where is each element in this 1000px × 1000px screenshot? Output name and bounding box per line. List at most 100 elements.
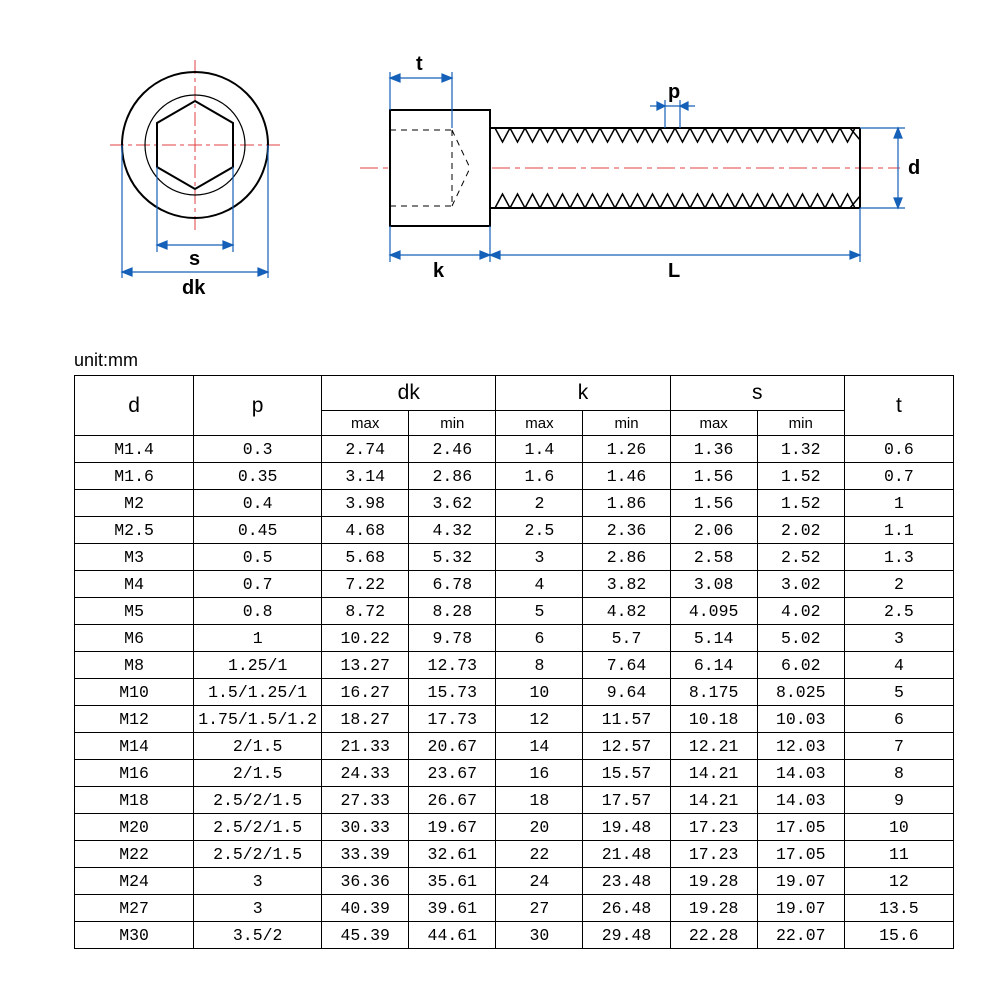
cell-p: 3 — [194, 868, 322, 895]
cell-t: 1.3 — [844, 544, 953, 571]
table-row: M50.88.728.2854.824.0954.022.5 — [75, 598, 954, 625]
cell-dk_min: 20.67 — [409, 733, 496, 760]
cell-s_max: 8.175 — [670, 679, 757, 706]
cell-p: 2/1.5 — [194, 733, 322, 760]
cell-s_max: 12.21 — [670, 733, 757, 760]
cell-dk_max: 24.33 — [322, 760, 409, 787]
cell-d: M22 — [75, 841, 194, 868]
table-row: M27340.3939.612726.4819.2819.0713.5 — [75, 895, 954, 922]
cell-k_max: 30 — [496, 922, 583, 949]
cell-s_min: 1.32 — [757, 436, 844, 463]
table-row: M222.5/2/1.533.3932.612221.4817.2317.051… — [75, 841, 954, 868]
table-row: M121.75/1.5/1.218.2717.731211.5710.1810.… — [75, 706, 954, 733]
table-row: M1.60.353.142.861.61.461.561.520.7 — [75, 463, 954, 490]
cell-s_min: 1.52 — [757, 490, 844, 517]
cell-dk_max: 2.74 — [322, 436, 409, 463]
cell-k_max: 12 — [496, 706, 583, 733]
cell-dk_max: 30.33 — [322, 814, 409, 841]
table-row: M81.25/113.2712.7387.646.146.024 — [75, 652, 954, 679]
cell-s_min: 2.02 — [757, 517, 844, 544]
table-row: M2.50.454.684.322.52.362.062.021.1 — [75, 517, 954, 544]
cell-dk_max: 10.22 — [322, 625, 409, 652]
cell-dk_min: 44.61 — [409, 922, 496, 949]
cell-t: 8 — [844, 760, 953, 787]
cell-k_min: 1.86 — [583, 490, 670, 517]
cell-d: M1.4 — [75, 436, 194, 463]
cell-k_min: 3.82 — [583, 571, 670, 598]
svg-text:d: d — [908, 157, 920, 179]
cell-k_min: 17.57 — [583, 787, 670, 814]
cell-k_min: 7.64 — [583, 652, 670, 679]
table-row: M142/1.521.3320.671412.5712.2112.037 — [75, 733, 954, 760]
cell-t: 12 — [844, 868, 953, 895]
cell-p: 0.4 — [194, 490, 322, 517]
cell-k_min: 11.57 — [583, 706, 670, 733]
cell-d: M14 — [75, 733, 194, 760]
cell-p: 0.3 — [194, 436, 322, 463]
cell-k_max: 6 — [496, 625, 583, 652]
cell-s_max: 14.21 — [670, 760, 757, 787]
cell-s_max: 17.23 — [670, 841, 757, 868]
cell-dk_min: 9.78 — [409, 625, 496, 652]
cell-p: 2/1.5 — [194, 760, 322, 787]
th-s-min: min — [757, 411, 844, 436]
cell-t: 5 — [844, 679, 953, 706]
cell-s_max: 2.06 — [670, 517, 757, 544]
th-t: t — [844, 376, 953, 436]
cell-dk_max: 7.22 — [322, 571, 409, 598]
cell-s_max: 4.095 — [670, 598, 757, 625]
th-k: k — [496, 376, 670, 411]
cell-dk_min: 26.67 — [409, 787, 496, 814]
cell-k_min: 23.48 — [583, 868, 670, 895]
th-s: s — [670, 376, 844, 411]
cell-d: M27 — [75, 895, 194, 922]
table-row: M30.55.685.3232.862.582.521.3 — [75, 544, 954, 571]
cell-dk_min: 5.32 — [409, 544, 496, 571]
th-dk: dk — [322, 376, 496, 411]
cell-d: M8 — [75, 652, 194, 679]
cell-s_min: 17.05 — [757, 814, 844, 841]
spec-table: d p dk k s t max min max min max min M1.… — [74, 375, 954, 949]
cell-dk_min: 15.73 — [409, 679, 496, 706]
cell-k_min: 21.48 — [583, 841, 670, 868]
table-row: M1.40.32.742.461.41.261.361.320.6 — [75, 436, 954, 463]
table-row: M40.77.226.7843.823.083.022 — [75, 571, 954, 598]
cell-dk_min: 3.62 — [409, 490, 496, 517]
cell-t: 9 — [844, 787, 953, 814]
cell-p: 0.8 — [194, 598, 322, 625]
cell-dk_max: 3.14 — [322, 463, 409, 490]
cell-dk_max: 13.27 — [322, 652, 409, 679]
cell-dk_min: 2.46 — [409, 436, 496, 463]
cell-p: 3 — [194, 895, 322, 922]
cell-d: M18 — [75, 787, 194, 814]
cell-k_min: 9.64 — [583, 679, 670, 706]
cell-s_min: 19.07 — [757, 868, 844, 895]
cell-k_max: 14 — [496, 733, 583, 760]
cell-s_min: 14.03 — [757, 760, 844, 787]
cell-dk_min: 12.73 — [409, 652, 496, 679]
cell-k_max: 1.4 — [496, 436, 583, 463]
cell-dk_min: 6.78 — [409, 571, 496, 598]
table-row: M6110.229.7865.75.145.023 — [75, 625, 954, 652]
cell-dk_max: 33.39 — [322, 841, 409, 868]
cell-dk_max: 36.36 — [322, 868, 409, 895]
cell-p: 0.5 — [194, 544, 322, 571]
cell-k_max: 1.6 — [496, 463, 583, 490]
cell-s_min: 14.03 — [757, 787, 844, 814]
cell-t: 2 — [844, 571, 953, 598]
cell-dk_min: 2.86 — [409, 463, 496, 490]
cell-dk_max: 21.33 — [322, 733, 409, 760]
cell-t: 0.7 — [844, 463, 953, 490]
th-p: p — [194, 376, 322, 436]
cell-s_max: 2.58 — [670, 544, 757, 571]
cell-dk_max: 16.27 — [322, 679, 409, 706]
cell-d: M20 — [75, 814, 194, 841]
cell-dk_min: 23.67 — [409, 760, 496, 787]
cell-t: 1.1 — [844, 517, 953, 544]
cell-d: M30 — [75, 922, 194, 949]
cell-s_max: 6.14 — [670, 652, 757, 679]
cell-dk_max: 4.68 — [322, 517, 409, 544]
cell-k_min: 4.82 — [583, 598, 670, 625]
th-s-max: max — [670, 411, 757, 436]
cell-p: 2.5/2/1.5 — [194, 841, 322, 868]
